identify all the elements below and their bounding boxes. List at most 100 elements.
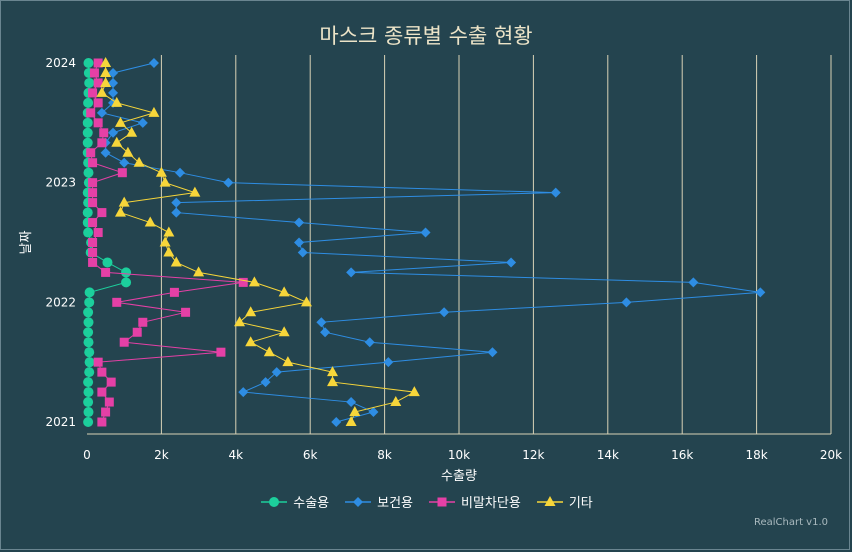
data-point (294, 237, 305, 248)
x-tick-label: 2k (154, 448, 169, 462)
legend-marker (261, 496, 288, 507)
data-point (171, 197, 182, 208)
data-point (271, 367, 282, 378)
data-point (82, 207, 93, 218)
x-tick-label: 14k (597, 448, 619, 462)
data-point (83, 417, 94, 427)
data-point (193, 266, 205, 277)
data-point (83, 227, 94, 238)
data-point (93, 98, 103, 108)
legend-item[interactable]: 기타 (535, 492, 593, 511)
series-line (100, 62, 761, 423)
legend-label: 수술용 (293, 496, 330, 511)
data-point (108, 87, 119, 98)
data-point (114, 206, 126, 217)
data-point (331, 417, 342, 427)
data-point (89, 68, 99, 78)
data-point (189, 186, 201, 197)
data-point (327, 366, 339, 377)
data-point (84, 357, 95, 368)
data-point (144, 216, 156, 227)
data-point (84, 77, 95, 88)
data-point (163, 226, 175, 237)
data-point (84, 297, 95, 308)
data-point (133, 156, 145, 167)
legend-label: 기타 (568, 496, 593, 511)
data-point (119, 337, 129, 347)
data-point (100, 66, 112, 77)
data-point (245, 336, 257, 347)
data-point (84, 287, 95, 298)
legend-marker (429, 497, 456, 506)
data-point (83, 307, 94, 318)
data-point (755, 287, 766, 298)
x-tick-label: 16k (671, 448, 693, 462)
legend-label: 비말차단용 (461, 496, 521, 511)
x-tick-label: 20k (820, 448, 842, 462)
data-point (408, 386, 420, 397)
legend-item[interactable]: 수술용 (259, 492, 329, 511)
data-point (132, 327, 142, 337)
data-point (181, 307, 191, 317)
data-point (97, 138, 107, 148)
data-point (137, 117, 148, 128)
data-point (234, 316, 246, 327)
x-tick-label: 12k (522, 448, 544, 462)
data-point (88, 218, 98, 228)
data-point (353, 496, 364, 507)
data-point (121, 267, 132, 278)
legend: 수술용 보건용 비말차단용 기타 (0, 492, 852, 511)
data-point (108, 127, 119, 138)
data-point (88, 257, 98, 267)
data-point (88, 178, 98, 188)
data-point (117, 168, 127, 178)
data-point (346, 397, 357, 408)
data-point (278, 286, 290, 297)
data-point (101, 407, 111, 417)
y-tick-label: 2023 (45, 176, 76, 190)
data-point (112, 297, 122, 307)
data-point (108, 77, 119, 88)
data-point (82, 117, 93, 128)
x-tick-label: 0 (83, 448, 91, 462)
series-triangle (96, 57, 420, 426)
data-point (88, 238, 98, 247)
data-point (269, 496, 280, 507)
series-square (86, 58, 248, 427)
data-point (83, 317, 94, 328)
data-point (88, 188, 98, 198)
data-point (88, 158, 98, 168)
data-point (170, 256, 182, 267)
data-point (93, 118, 103, 128)
data-point (223, 177, 234, 188)
data-point (155, 166, 167, 177)
data-point (148, 106, 160, 117)
data-point (100, 147, 111, 158)
data-point (84, 347, 95, 358)
legend-item[interactable]: 비말차단용 (427, 492, 521, 511)
data-point (83, 337, 94, 348)
data-point (84, 367, 95, 378)
data-point (83, 397, 94, 408)
data-point (238, 277, 248, 287)
data-point (122, 146, 134, 157)
data-point (83, 327, 94, 338)
data-point (420, 227, 431, 238)
data-point (114, 116, 126, 127)
data-point (96, 107, 107, 118)
data-point (364, 337, 375, 348)
data-point (175, 167, 185, 178)
legend-item[interactable]: 보건용 (343, 492, 413, 511)
y-tick-label: 2022 (45, 295, 76, 309)
chart-title: 마스크 종류별 수출 현황 (319, 24, 533, 48)
data-point (327, 376, 339, 387)
data-point (88, 198, 98, 208)
data-point (260, 377, 271, 388)
data-point (294, 217, 305, 228)
data-point (216, 347, 226, 357)
data-point (159, 236, 171, 247)
y-tick-label: 2024 (45, 56, 76, 70)
series-diamond (96, 58, 766, 427)
